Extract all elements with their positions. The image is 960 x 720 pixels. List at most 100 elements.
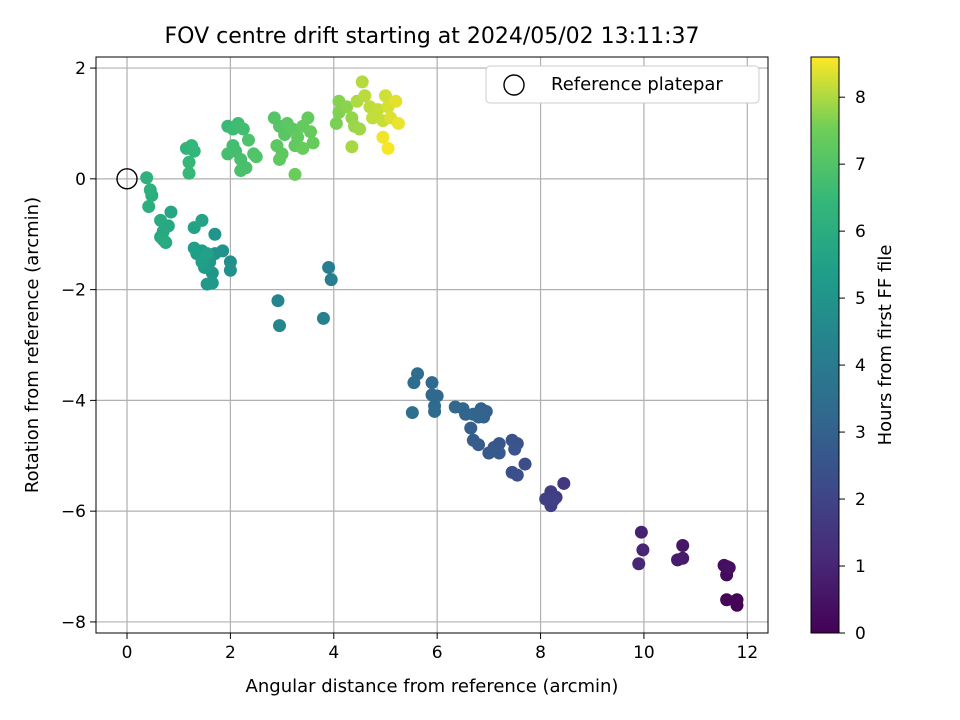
legend-box — [485, 65, 760, 104]
x-tick-label: 10 — [633, 643, 655, 663]
data-point — [425, 388, 439, 402]
data-point — [301, 111, 315, 125]
y-tick-label: 2 — [75, 59, 86, 79]
y-tick-label: −4 — [61, 391, 86, 411]
legend: Reference platepar — [485, 65, 760, 104]
colorbar-tick-label: 3 — [855, 423, 866, 443]
data-point — [358, 89, 372, 103]
data-point — [482, 446, 496, 460]
data-point — [634, 525, 648, 539]
y-axis-label: Rotation from reference (arcmin) — [22, 197, 43, 493]
data-point — [505, 465, 519, 479]
data-point — [378, 89, 392, 103]
data-point — [182, 155, 196, 169]
data-point — [221, 147, 235, 161]
data-point — [632, 557, 646, 571]
data-point — [195, 213, 209, 227]
data-point — [464, 421, 478, 435]
data-point — [720, 593, 734, 607]
data-point — [492, 446, 506, 460]
y-tick-label: 0 — [75, 170, 86, 190]
colorbar — [810, 56, 840, 634]
data-point — [273, 319, 287, 333]
data-point — [205, 276, 219, 290]
data-point — [730, 593, 744, 607]
data-point — [340, 100, 354, 114]
colorbar-ticks: 0 1 2 3 4 5 6 7 8 — [839, 88, 866, 644]
data-point — [187, 144, 201, 158]
x-tick-label: 8 — [535, 643, 546, 663]
data-point — [273, 152, 287, 166]
colorbar-tick-label: 2 — [855, 490, 866, 510]
plot-frame — [95, 56, 769, 634]
data-point — [140, 171, 154, 185]
colorbar-tick-label: 0 — [855, 624, 866, 644]
data-point — [466, 433, 480, 447]
data-point — [306, 136, 320, 150]
data-point — [234, 164, 248, 178]
data-point — [291, 130, 305, 144]
data-point — [200, 247, 214, 261]
x-tick-label: 0 — [122, 643, 133, 663]
reference-point-marker — [116, 168, 138, 190]
data-point — [676, 538, 690, 552]
data-point — [142, 200, 156, 214]
data-point — [448, 400, 462, 414]
data-point — [636, 543, 650, 557]
colorbar-tick-label: 6 — [855, 222, 866, 242]
data-point — [428, 404, 442, 418]
data-point — [324, 273, 338, 287]
data-point — [389, 94, 403, 108]
colorbar-tick-label: 8 — [855, 88, 866, 108]
data-point — [459, 407, 473, 421]
data-point — [208, 227, 222, 241]
data-point — [236, 122, 250, 136]
data-point — [296, 141, 310, 155]
x-axis-ticks: 0 2 4 6 8 10 12 — [122, 633, 759, 663]
data-point — [355, 75, 369, 89]
data-point — [353, 122, 367, 136]
data-point — [546, 493, 560, 507]
data-point — [156, 233, 170, 247]
data-point — [407, 376, 421, 390]
data-point — [304, 125, 318, 139]
x-tick-label: 2 — [225, 643, 236, 663]
y-axis-ticks: 2 0 −2 −4 −6 −8 — [61, 59, 96, 633]
data-point — [241, 133, 255, 147]
grid-lines — [96, 57, 768, 633]
data-point — [164, 205, 178, 219]
colorbar-tick-label: 4 — [855, 356, 866, 376]
colorbar-label: Hours from first FF file — [875, 245, 896, 446]
data-point — [425, 376, 439, 390]
legend-marker — [503, 74, 525, 96]
data-point — [182, 166, 196, 180]
data-point — [391, 116, 405, 130]
colorbar-tick-label: 7 — [855, 155, 866, 175]
x-tick-label: 12 — [737, 643, 759, 663]
y-tick-label: −8 — [61, 613, 86, 633]
colorbar-tick-label: 1 — [855, 557, 866, 577]
data-point — [381, 141, 395, 155]
colorbar-tick-label: 5 — [855, 289, 866, 309]
data-point — [143, 183, 157, 197]
data-point — [371, 103, 385, 117]
data-point — [187, 241, 201, 255]
data-point — [405, 406, 419, 420]
data-point — [345, 140, 359, 154]
data-point — [557, 476, 571, 490]
data-point — [223, 263, 237, 277]
data-point — [671, 553, 685, 567]
x-tick-label: 4 — [328, 643, 339, 663]
data-point — [376, 130, 390, 144]
data-point — [508, 442, 522, 456]
data-point — [154, 213, 168, 227]
data-point — [518, 457, 532, 471]
data-point — [249, 150, 263, 164]
data-points — [116, 75, 744, 612]
y-tick-label: −2 — [61, 281, 86, 301]
chart-title: FOV centre drift starting at 2024/05/02 … — [165, 24, 700, 49]
data-point — [329, 116, 343, 130]
data-point — [271, 294, 285, 308]
data-point — [722, 561, 736, 575]
